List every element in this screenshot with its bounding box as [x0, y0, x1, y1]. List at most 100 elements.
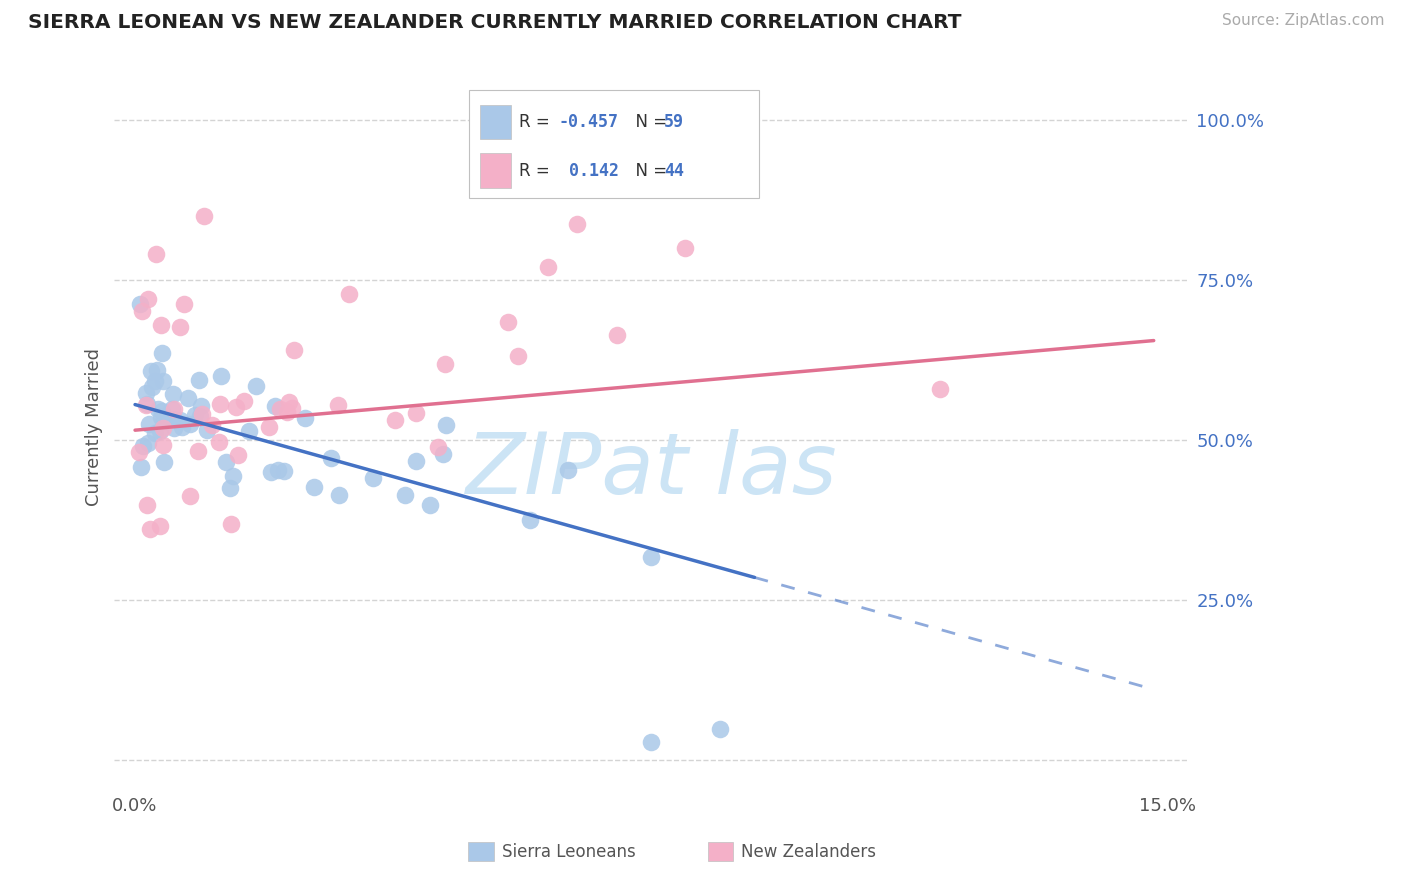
Point	[208, 434, 231, 449]
Point	[219, 481, 242, 495]
Text: R =: R =	[519, 113, 555, 131]
Point	[153, 410, 176, 425]
Text: Source: ZipAtlas.com: Source: ZipAtlas.com	[1222, 13, 1385, 29]
Point	[433, 357, 456, 371]
Point	[145, 363, 167, 377]
Point	[152, 374, 174, 388]
Point	[179, 489, 201, 503]
Point	[233, 393, 256, 408]
Point	[434, 417, 457, 432]
Point	[129, 460, 152, 475]
Point	[131, 304, 153, 318]
Point	[162, 387, 184, 401]
Point	[179, 417, 201, 431]
Point	[152, 421, 174, 435]
Point	[163, 401, 186, 416]
Point	[222, 468, 245, 483]
Point	[269, 401, 291, 416]
Point	[929, 382, 952, 396]
Point	[188, 374, 211, 388]
Text: R =: R =	[519, 161, 561, 179]
Point	[426, 440, 449, 454]
Point	[606, 327, 628, 342]
Point	[273, 464, 295, 478]
Point	[177, 391, 200, 405]
Point	[169, 319, 191, 334]
Point	[135, 498, 157, 512]
Point	[267, 463, 290, 477]
Point	[496, 315, 519, 329]
Y-axis label: Currently Married: Currently Married	[86, 348, 103, 506]
Point	[245, 379, 267, 393]
Point	[132, 439, 155, 453]
Point	[169, 413, 191, 427]
Point	[257, 420, 280, 434]
Point	[135, 398, 157, 412]
Point	[145, 374, 167, 388]
Point	[190, 399, 212, 413]
Point	[150, 404, 173, 418]
Point	[276, 405, 298, 419]
Point	[188, 409, 211, 424]
Text: 44: 44	[664, 161, 685, 179]
Point	[150, 346, 173, 360]
Point	[508, 349, 530, 363]
Text: N =: N =	[624, 161, 672, 179]
Point	[405, 406, 427, 420]
Point	[673, 241, 696, 255]
Point	[195, 423, 218, 437]
Text: New Zealanders: New Zealanders	[741, 843, 876, 861]
Point	[136, 397, 159, 411]
Point	[640, 735, 662, 749]
Point	[238, 424, 260, 438]
Point	[294, 411, 316, 425]
Point	[153, 455, 176, 469]
Point	[136, 436, 159, 450]
Point	[139, 364, 162, 378]
Point	[328, 488, 350, 502]
Point	[163, 412, 186, 426]
Point	[193, 209, 215, 223]
Point	[640, 549, 662, 564]
Point	[149, 409, 172, 424]
Point	[208, 396, 231, 410]
Point	[432, 447, 454, 461]
Point	[215, 454, 238, 468]
Point	[537, 260, 560, 274]
Text: ZIPat las: ZIPat las	[465, 428, 837, 511]
Point	[191, 407, 214, 421]
Point	[361, 471, 384, 485]
Point	[394, 487, 416, 501]
Point	[152, 437, 174, 451]
Point	[319, 451, 342, 466]
Point	[259, 465, 281, 479]
Point	[148, 401, 170, 416]
Point	[135, 385, 157, 400]
Point	[183, 408, 205, 422]
Point	[139, 522, 162, 536]
Point	[200, 418, 222, 433]
Point	[326, 398, 349, 412]
Point	[226, 448, 249, 462]
Point	[136, 292, 159, 306]
Text: 59: 59	[664, 113, 685, 131]
Point	[145, 247, 167, 261]
Point	[219, 517, 242, 532]
Point	[281, 401, 304, 415]
Text: 0.142: 0.142	[558, 161, 619, 179]
Point	[225, 401, 247, 415]
Point	[163, 421, 186, 435]
Point	[129, 296, 152, 310]
Point	[278, 395, 301, 409]
Point	[128, 445, 150, 459]
Point	[209, 369, 232, 384]
Point	[519, 513, 541, 527]
Text: N =: N =	[624, 113, 672, 131]
Point	[263, 399, 285, 413]
Point	[565, 217, 588, 231]
Point	[709, 722, 731, 736]
Point	[557, 462, 579, 476]
Point	[160, 402, 183, 417]
Point	[156, 412, 179, 426]
Point	[173, 297, 195, 311]
